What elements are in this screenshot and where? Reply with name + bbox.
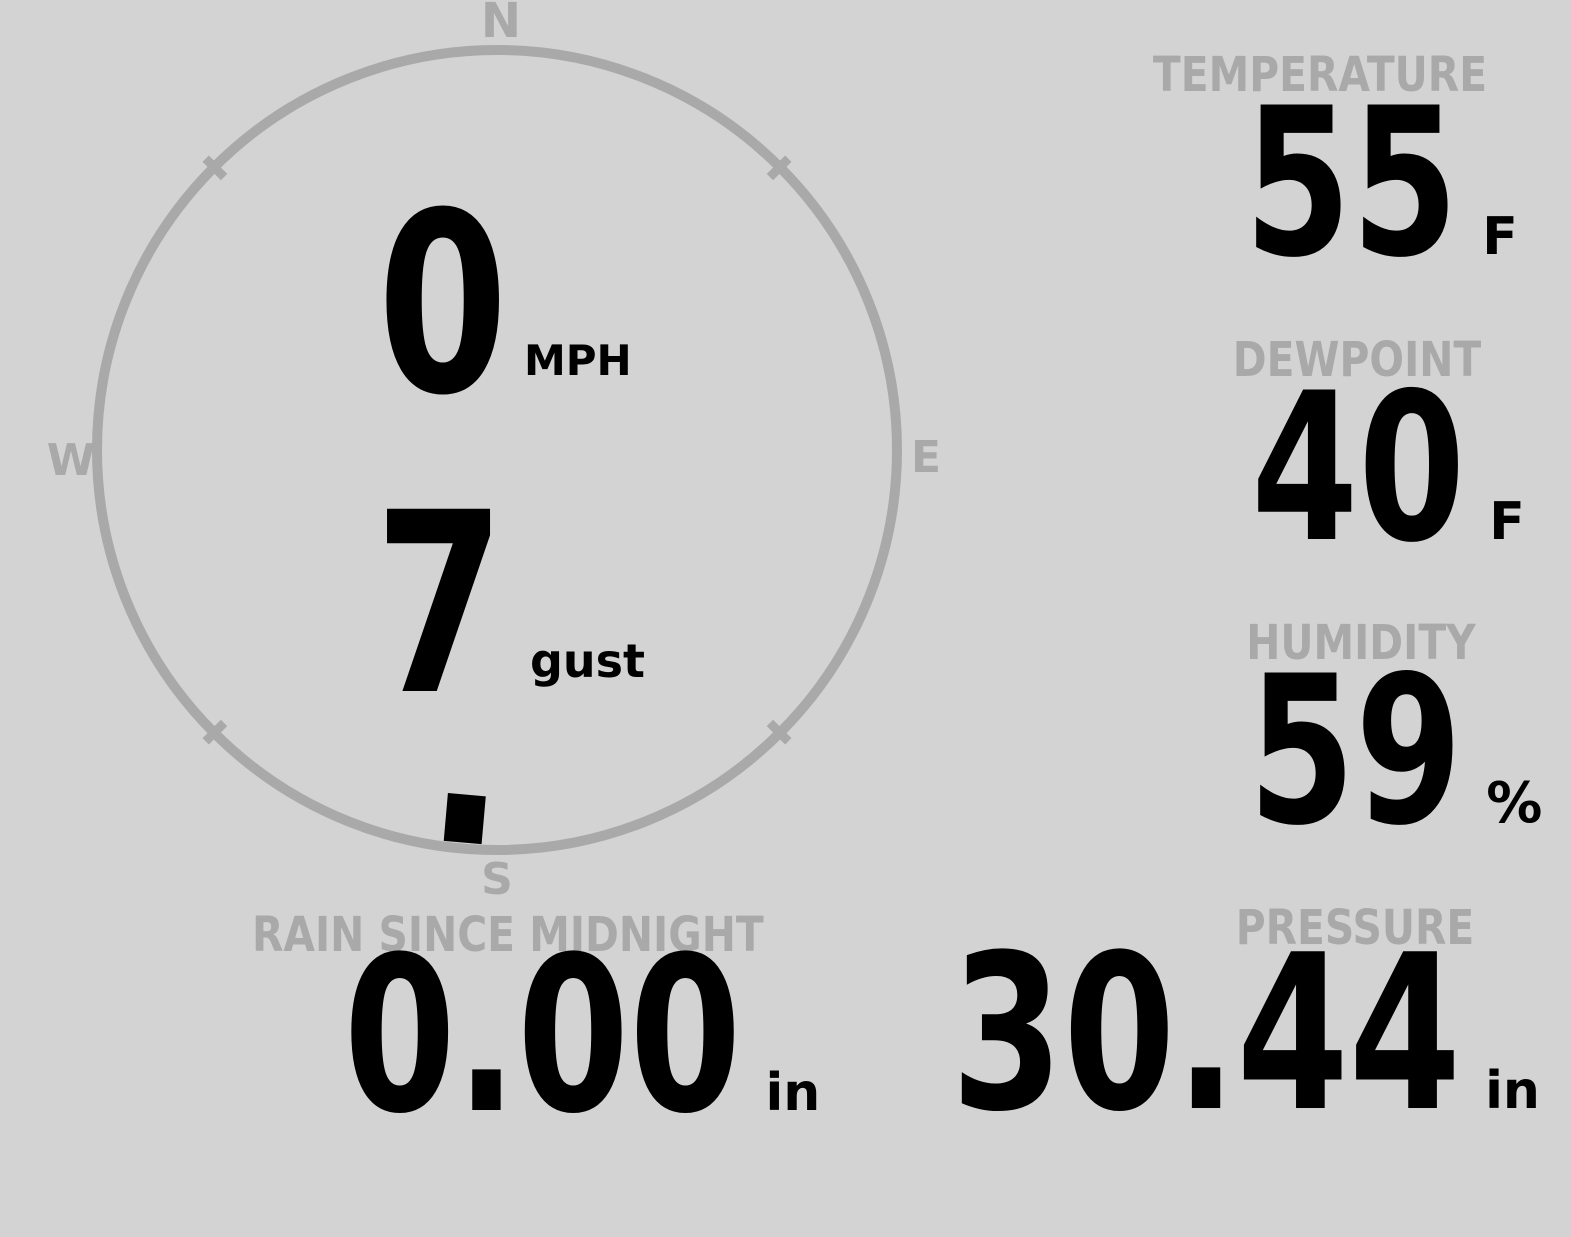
wind-speed-unit: MPH — [523, 336, 632, 385]
rain-label: RAIN SINCE MIDNIGHT — [252, 907, 764, 963]
humidity-value: 59 — [1248, 633, 1463, 871]
wind-gust-value: 7 — [374, 459, 505, 750]
dewpoint-label: DEWPOINT — [1232, 332, 1482, 388]
humidity-unit: % — [1486, 771, 1543, 836]
wind-compass — [92, 45, 902, 855]
temperature-reading: 55 F — [1173, 65, 1518, 303]
temperature-label: TEMPERATURE — [1152, 47, 1488, 103]
compass-intercardinal-ticks — [202, 155, 792, 745]
rain-unit: in — [765, 1063, 821, 1123]
compass-label-west: W — [46, 435, 96, 486]
wind-direction-marker — [443, 793, 486, 845]
rain-reading: 0.00 in — [211, 910, 821, 1161]
pressure-unit: in — [1485, 1061, 1540, 1121]
humidity-reading: 59 % — [1177, 650, 1542, 855]
temperature-unit: F — [1482, 207, 1518, 267]
compass-label-south: S — [481, 854, 513, 905]
rain-value: 0.00 — [343, 910, 742, 1161]
wind-speed-value: 0 — [377, 159, 508, 450]
pressure-reading: 30.44 in — [781, 926, 1540, 1141]
dewpoint-unit: F — [1489, 492, 1525, 552]
dewpoint-reading: 40 F — [1180, 350, 1525, 588]
pressure-value: 30.44 — [951, 908, 1462, 1159]
compass-ring — [92, 45, 902, 855]
wind-speed: 0 MPH — [334, 159, 632, 450]
compass-label-east: E — [910, 432, 942, 483]
wind-gust-label: gust — [529, 634, 645, 688]
pressure-label: PRESSURE — [1235, 900, 1475, 956]
wind-gust: 7 gust — [331, 480, 645, 730]
humidity-label: HUMIDITY — [1246, 615, 1476, 671]
temperature-value: 55 — [1244, 65, 1459, 303]
dewpoint-value: 40 — [1251, 350, 1466, 588]
compass-label-north: N — [480, 0, 522, 49]
